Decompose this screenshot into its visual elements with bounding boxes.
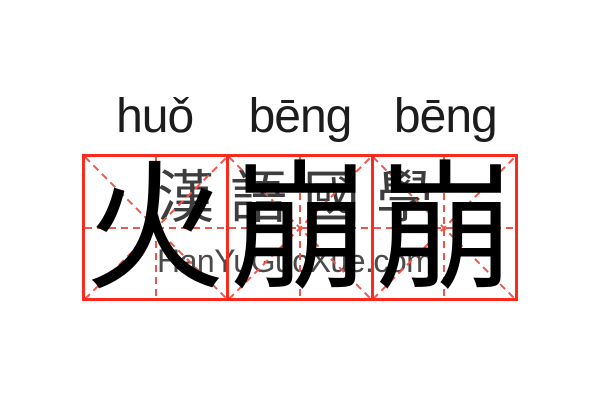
horizontal-guide-line <box>229 226 371 229</box>
mizige-cell <box>229 157 374 298</box>
vertical-guide-line <box>298 157 301 298</box>
mizige-grid <box>82 154 518 301</box>
horizontal-guide-line <box>85 226 227 229</box>
vertical-guide-line <box>154 157 157 298</box>
diagonal-guide-line <box>85 157 227 298</box>
mizige-cell <box>373 157 515 298</box>
diagonal-guide-line <box>373 157 515 298</box>
pinyin-row: huǒ bēng bēng <box>82 92 518 142</box>
horizontal-guide-line <box>373 226 515 229</box>
pinyin-syllable: bēng <box>393 90 498 143</box>
pinyin-syllable: huǒ <box>116 90 194 143</box>
vertical-guide-line <box>443 157 446 298</box>
diagonal-guide-line <box>373 157 515 298</box>
pinyin-syllable: bēng <box>248 90 353 143</box>
diagonal-guide-line <box>229 157 371 298</box>
diagonal-guide-line <box>229 157 371 298</box>
diagonal-guide-line <box>85 157 227 298</box>
mizige-cell <box>85 157 230 298</box>
